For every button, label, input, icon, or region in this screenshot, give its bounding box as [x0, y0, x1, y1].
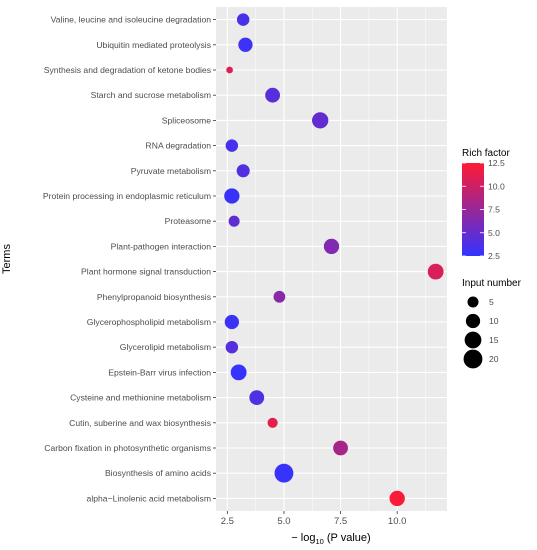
- y-tick-labels: Valine, leucine and isoleucine degradati…: [43, 15, 216, 503]
- data-point: [389, 490, 405, 507]
- x-tick-label: 10.0: [388, 516, 407, 527]
- data-point: [312, 112, 329, 129]
- y-tick-label: Starch and sucrose metabolism: [91, 90, 211, 100]
- size-legend-label: 20: [489, 354, 499, 364]
- x-tick-labels: 2.5 5.0 7.5 10.0: [221, 511, 407, 527]
- rich-factor-legend: Rich factor 12.5 10.0 7.5 5.0 2.5: [462, 148, 510, 261]
- y-tick-label: Pyruvate metabolism: [131, 166, 211, 176]
- data-point: [249, 390, 265, 406]
- y-tick-label: Biosynthesis of amino acids: [105, 468, 211, 478]
- data-point: [226, 66, 233, 74]
- rich-factor-colorbar: [462, 163, 484, 256]
- y-tick-label: Carbon fixation in photosynthetic organi…: [44, 443, 211, 453]
- y-tick-label: Protein processing in endoplasmic reticu…: [43, 191, 211, 201]
- size-legend-label: 10: [489, 316, 499, 326]
- input-number-keys: 5 10 15 20: [463, 296, 499, 369]
- size-legend-dot: [465, 313, 481, 329]
- y-tick-label: Phenylpropanoid biosynthesis: [97, 292, 211, 302]
- data-point: [273, 290, 286, 303]
- x-tick-label: 2.5: [221, 516, 234, 527]
- data-point: [225, 139, 239, 152]
- data-point: [238, 37, 253, 52]
- colorbar-tick-label: 12.5: [488, 158, 505, 168]
- colorbar-tick-label: 7.5: [488, 205, 500, 215]
- data-point: [224, 188, 240, 204]
- data-point: [230, 364, 247, 381]
- data-points: [224, 13, 444, 507]
- rich-factor-ticks: 12.5 10.0 7.5 5.0 2.5: [462, 158, 505, 261]
- data-point: [225, 340, 239, 354]
- y-axis-title: Terms: [1, 244, 13, 274]
- input-number-legend-title: Input number: [462, 278, 522, 289]
- data-point: [236, 164, 250, 178]
- y-tick-label: Epstein-Barr virus infection: [108, 367, 211, 377]
- x-axis-title-prefix: − log: [291, 532, 315, 544]
- colorbar-tick-label: 5.0: [488, 228, 500, 238]
- y-tick-label: Plant-pathogen interaction: [111, 241, 212, 251]
- size-legend-dot: [463, 349, 483, 369]
- data-point: [427, 263, 444, 280]
- y-tick-label: alpha−Linolenic acid metabolism: [87, 493, 211, 503]
- y-tick-label: Valine, leucine and isoleucine degradati…: [51, 15, 212, 25]
- size-legend-label: 5: [489, 297, 494, 307]
- colorbar-tick-label: 10.0: [488, 181, 505, 191]
- data-point: [323, 238, 340, 255]
- y-tick-label: Glycerophospholipid metabolism: [87, 317, 211, 327]
- y-tick-label: RNA degradation: [146, 141, 212, 151]
- data-point: [267, 417, 278, 428]
- x-axis-title: − log10 (P value): [291, 532, 370, 546]
- data-point: [228, 215, 240, 227]
- y-tick-label: Glycerolipid metabolism: [120, 342, 211, 352]
- x-axis-title-suffix: (P value): [324, 532, 371, 544]
- x-axis-title-subscript: 10: [315, 537, 323, 546]
- y-tick-label: Proteasome: [165, 216, 212, 226]
- y-tick-label: Synthesis and degradation of ketone bodi…: [44, 65, 211, 75]
- y-tick-label: Cysteine and methionine metabolism: [70, 393, 211, 403]
- size-legend-label: 15: [489, 335, 499, 345]
- input-number-legend: Input number 5 10 15 20: [462, 278, 522, 369]
- rich-factor-legend-title: Rich factor: [462, 148, 510, 159]
- size-legend-dot: [464, 331, 482, 349]
- x-tick-label: 7.5: [334, 516, 347, 527]
- y-tick-label: Ubiquitin mediated proteolysis: [96, 40, 211, 50]
- data-point: [224, 314, 239, 330]
- size-legend-dot: [467, 296, 479, 308]
- data-point: [333, 440, 348, 456]
- data-point: [274, 463, 294, 483]
- y-tick-label: Spliceosome: [162, 115, 211, 125]
- colorbar-tick-label: 2.5: [488, 251, 500, 261]
- plot-panel: [216, 7, 447, 511]
- data-point: [265, 87, 281, 103]
- x-tick-label: 5.0: [277, 516, 290, 527]
- y-tick-label: Plant hormone signal transduction: [81, 267, 211, 277]
- data-point: [236, 13, 250, 26]
- y-tick-label: Cutin, suberine and wax biosynthesis: [69, 418, 211, 428]
